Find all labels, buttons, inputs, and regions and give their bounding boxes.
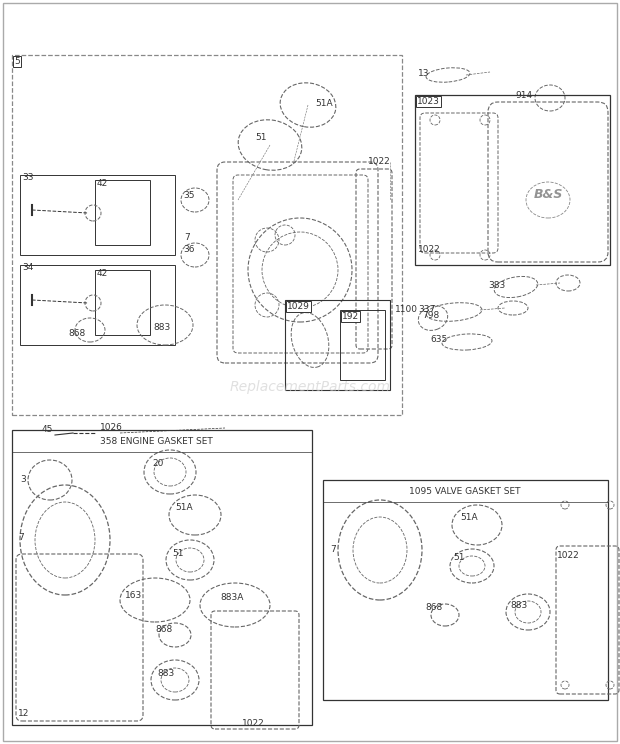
Text: 36: 36 [183, 246, 195, 254]
Bar [20, 265, 175, 345]
Text: 883: 883 [510, 600, 527, 609]
Text: 51A: 51A [315, 98, 332, 107]
Text: 1022: 1022 [242, 719, 265, 728]
Text: 51: 51 [172, 548, 184, 557]
Text: 163: 163 [125, 591, 142, 600]
Text: 1022: 1022 [418, 246, 441, 254]
Text: 883: 883 [157, 669, 174, 678]
Text: 51A: 51A [460, 513, 477, 522]
Text: 35: 35 [183, 190, 195, 199]
Bar [340, 310, 385, 380]
Text: 383: 383 [488, 280, 505, 289]
Text: 7: 7 [184, 234, 190, 243]
Text: 13: 13 [418, 68, 430, 77]
Text: 20: 20 [152, 460, 164, 469]
Text: 7: 7 [18, 533, 24, 542]
Bar [285, 300, 390, 390]
Text: 51: 51 [453, 554, 464, 562]
Text: 1022: 1022 [368, 158, 391, 167]
Bar [95, 270, 150, 335]
Text: 358 ENGINE GASKET SET: 358 ENGINE GASKET SET [100, 437, 213, 446]
Bar [12, 55, 402, 415]
Text: 1023: 1023 [417, 97, 440, 106]
Bar [12, 430, 312, 725]
Text: 12: 12 [18, 710, 29, 719]
Text: 51A: 51A [175, 502, 193, 512]
Text: 1029: 1029 [287, 302, 310, 311]
Text: 42: 42 [97, 179, 108, 187]
Text: 192: 192 [342, 312, 359, 321]
Bar [20, 175, 175, 255]
Text: ReplacementParts.com: ReplacementParts.com [229, 380, 391, 394]
Text: 337: 337 [418, 306, 435, 315]
Text: 33: 33 [22, 173, 33, 182]
Text: 34: 34 [22, 263, 33, 272]
Bar [415, 95, 610, 265]
Text: B&S: B&S [533, 188, 563, 202]
Text: 7: 7 [330, 545, 336, 554]
Text: 868: 868 [68, 329, 86, 338]
Text: 635: 635 [430, 336, 447, 344]
Text: 798: 798 [422, 310, 439, 319]
Text: 51: 51 [255, 133, 267, 143]
Text: 45: 45 [42, 426, 53, 434]
Text: 868: 868 [155, 626, 172, 635]
Bar [323, 480, 608, 700]
Bar [95, 180, 150, 245]
Text: 1022: 1022 [557, 551, 580, 559]
Text: 5: 5 [14, 57, 20, 66]
Text: 883A: 883A [220, 594, 244, 603]
Text: 883: 883 [153, 324, 170, 333]
Text: 3: 3 [20, 475, 26, 484]
Text: 1095 VALVE GASKET SET: 1095 VALVE GASKET SET [409, 487, 521, 496]
Text: 42: 42 [97, 269, 108, 278]
Text: 868: 868 [425, 603, 442, 612]
Text: 914: 914 [515, 91, 532, 100]
Text: 1100: 1100 [395, 306, 418, 315]
Text: 1026: 1026 [100, 423, 123, 432]
